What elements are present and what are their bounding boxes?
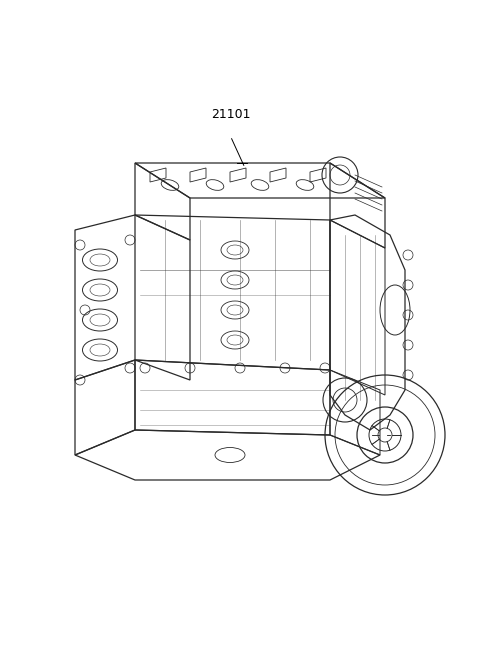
- Text: 21101: 21101: [211, 108, 250, 121]
